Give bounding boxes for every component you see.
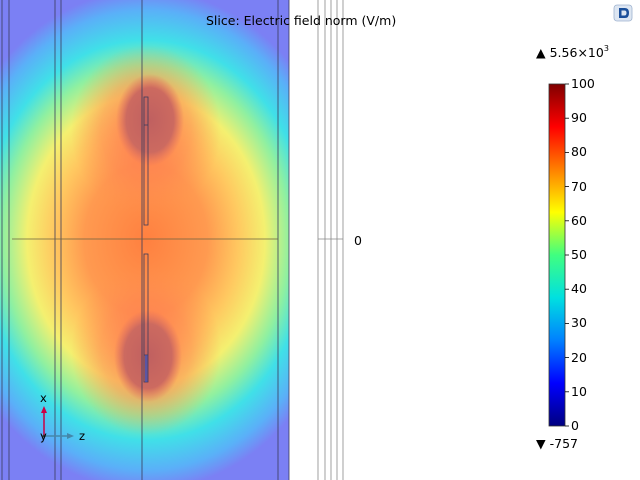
plot-title: Slice: Electric field norm (V/m) [206, 13, 397, 28]
colorbar-min-label: ▼ -757 [536, 436, 578, 451]
axis-triad [41, 406, 74, 439]
outer-edges [317, 0, 344, 480]
colorbar-gradient [548, 83, 566, 427]
comsol-logo-icon[interactable] [613, 4, 633, 22]
colorbar-tick-label: 0 [571, 418, 579, 433]
colorbar-tick-label: 40 [571, 281, 587, 296]
geometry-edges [1, 0, 290, 480]
axis-zero-label: 0 [354, 233, 362, 248]
colorbar-tick-label: 30 [571, 315, 587, 330]
max-triangle-icon: ▲ [536, 45, 546, 60]
triad-y-label: y [40, 429, 47, 443]
colorbar-tick-label: 80 [571, 144, 587, 159]
colorbar-min-value: -757 [549, 436, 578, 451]
colorbar-tick-label: 20 [571, 350, 587, 365]
triad-x-label: x [40, 391, 47, 405]
colorbar-max-exponent: 3 [603, 44, 609, 53]
colorbar-tick-label: 100 [571, 76, 595, 91]
colorbar-tick-label: 50 [571, 247, 587, 262]
colorbar-tick-label: 70 [571, 179, 587, 194]
colorbar-tick-label: 10 [571, 384, 587, 399]
colorbar-tick-label: 90 [571, 110, 587, 125]
triad-z-label: z [79, 429, 86, 443]
colorbar [548, 83, 569, 427]
colorbar-max-label: ▲ 5.56×103 [536, 44, 609, 60]
colorbar-tick-label: 60 [571, 213, 587, 228]
field-hotspot-top [116, 74, 184, 166]
min-triangle-icon: ▼ [536, 436, 546, 451]
colorbar-max-value: 5.56×10 [549, 45, 604, 60]
